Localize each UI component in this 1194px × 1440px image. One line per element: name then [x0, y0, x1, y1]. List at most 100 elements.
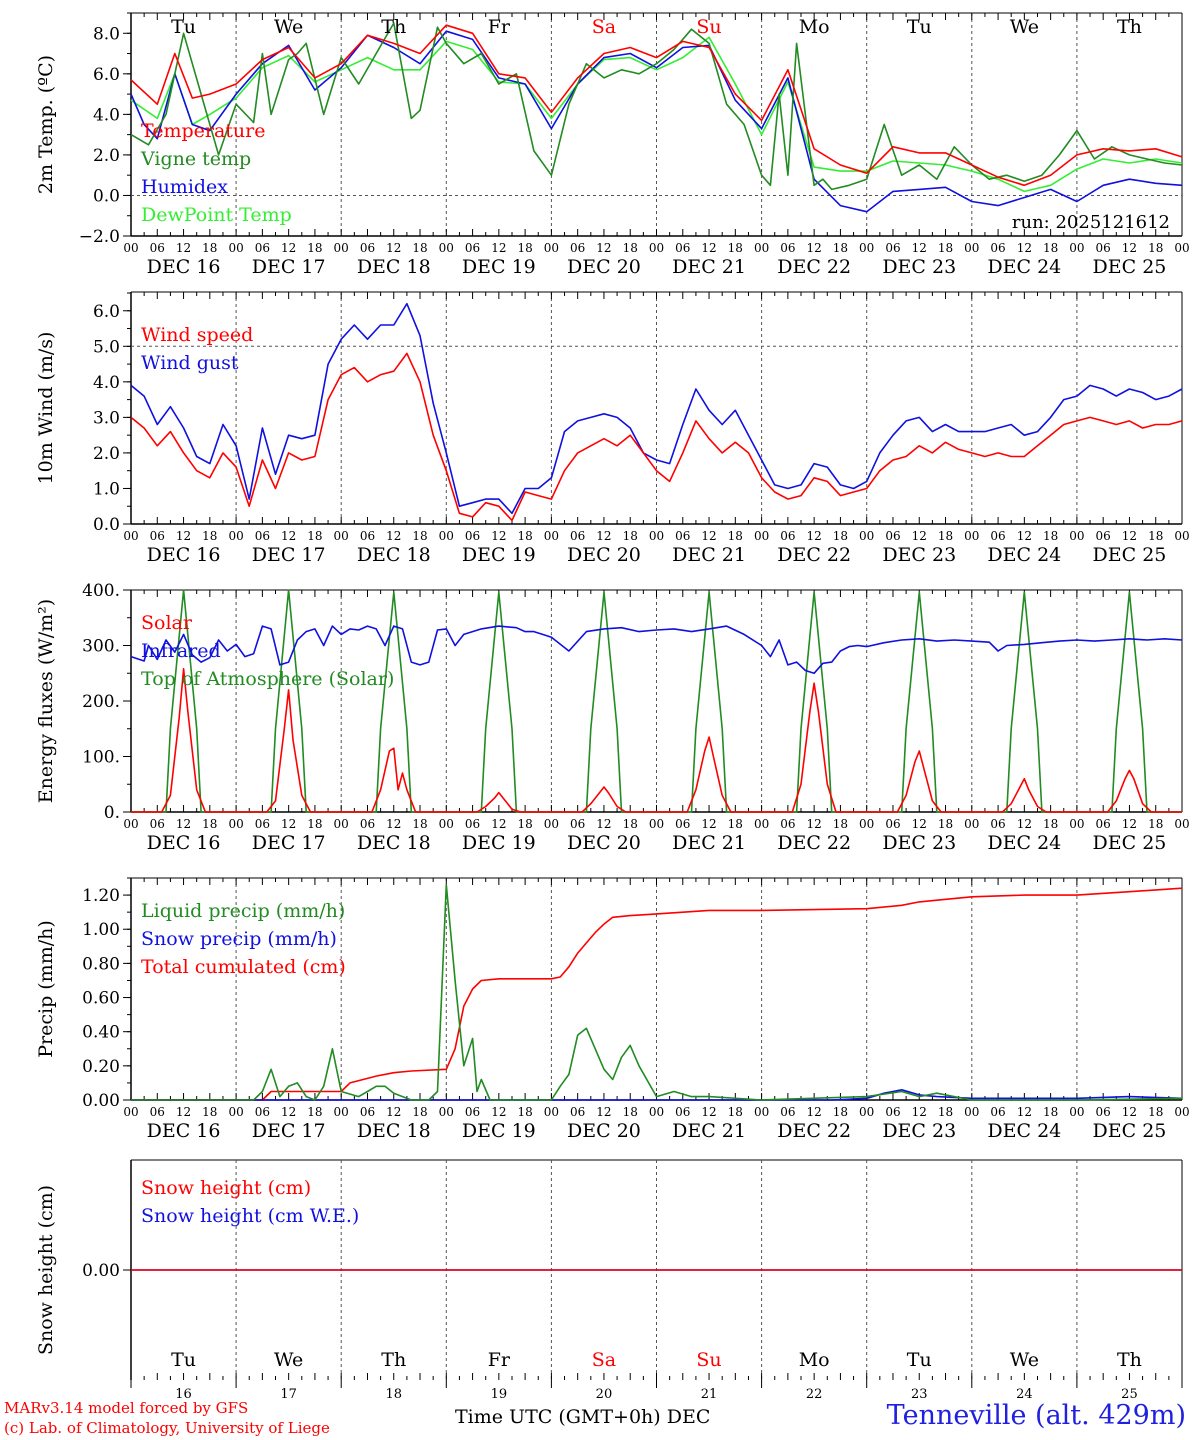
weekday-label-bottom: Th: [1117, 1349, 1142, 1371]
series-line-wind-gust: [130, 302, 1183, 515]
y-tick-label: 400.: [82, 581, 120, 601]
day-number-label: 16: [175, 1387, 192, 1402]
hour-tick-label: 18: [833, 817, 848, 831]
hour-tick-label: 00: [754, 529, 769, 543]
y-tick-label: 0.: [104, 803, 120, 823]
weekday-label-bottom: Mo: [799, 1349, 830, 1371]
y-tick-label: 0.20: [82, 1057, 120, 1077]
hour-tick-label: 00: [1069, 1105, 1084, 1119]
hour-tick-label: 18: [1043, 1105, 1058, 1119]
hour-tick-label: 12: [701, 241, 716, 255]
hour-tick-label: 00: [439, 817, 454, 831]
hour-tick-label: 12: [807, 241, 822, 255]
hour-tick-label: 00: [123, 241, 138, 255]
legend-entry: DewPoint Temp: [141, 204, 292, 226]
hour-tick-label: 18: [833, 1105, 848, 1119]
hour-tick-label: 12: [491, 241, 506, 255]
day-number-label: 23: [911, 1387, 928, 1402]
hour-tick-label: 18: [1148, 1105, 1163, 1119]
hour-tick-label: 18: [1043, 529, 1058, 543]
y-axis-label: Precip (mm/h): [35, 920, 57, 1058]
hour-tick-label: 18: [938, 529, 953, 543]
hour-tick-label: 00: [859, 529, 874, 543]
hour-tick-label: 00: [649, 529, 664, 543]
hour-tick-label: 18: [517, 817, 532, 831]
hour-tick-label: 06: [780, 529, 795, 543]
weekday-label-top: We: [1010, 16, 1039, 38]
date-label: DEC 25: [1093, 1120, 1167, 1142]
hour-tick-label: 06: [360, 529, 375, 543]
date-label: DEC 19: [462, 256, 536, 278]
hour-tick-label: 18: [728, 1105, 743, 1119]
hour-tick-label: 18: [517, 241, 532, 255]
hour-tick-label: 06: [1096, 241, 1111, 255]
date-label: DEC 18: [357, 1120, 431, 1142]
hour-tick-label: 00: [1174, 817, 1189, 831]
weekday-label-bottom: Su: [696, 1349, 721, 1371]
hour-tick-label: 00: [1174, 1105, 1189, 1119]
hour-tick-label: 00: [228, 241, 243, 255]
hour-tick-label: 18: [307, 529, 322, 543]
y-tick-label: 6.0: [93, 302, 120, 322]
date-label: DEC 22: [777, 1120, 851, 1142]
hour-tick-label: 06: [150, 241, 165, 255]
y-tick-label: −2.0: [79, 227, 120, 247]
panel-temperature: −2.0 0.0 2.0 4.0 6.0 8.0 2m Temp. (ºC) Temperat…: [35, 12, 1190, 278]
y-tick-label: 3.0: [93, 408, 120, 428]
legend-entry: Wind speed: [141, 324, 253, 346]
legend-entry: Total cumulated (cm): [141, 956, 346, 978]
hour-tick-label: 12: [912, 1105, 927, 1119]
hour-tick-label: 06: [570, 817, 585, 831]
y-tick-label: 0.40: [82, 1023, 120, 1043]
hour-tick-label: 06: [885, 1105, 900, 1119]
date-label: DEC 19: [462, 544, 536, 566]
date-label: DEC 16: [147, 832, 221, 854]
day-number-label: 17: [280, 1387, 297, 1402]
date-label: DEC 25: [1093, 832, 1167, 854]
date-label: DEC 24: [987, 832, 1061, 854]
hour-tick-label: 12: [1017, 817, 1032, 831]
hour-tick-label: 12: [912, 817, 927, 831]
series-line-wind-speed: [130, 352, 1183, 522]
hour-tick-label: 12: [701, 1105, 716, 1119]
hour-tick-label: 06: [780, 241, 795, 255]
weekday-label-top: Th: [1117, 16, 1142, 38]
date-label: DEC 21: [672, 1120, 746, 1142]
hour-tick-label: 18: [412, 241, 427, 255]
weekday-label-top: Fr: [488, 16, 511, 38]
hour-tick-label: 18: [202, 1105, 217, 1119]
hour-tick-label: 12: [176, 529, 191, 543]
hour-tick-label: 06: [360, 241, 375, 255]
hour-tick-label: 12: [386, 817, 401, 831]
hour-tick-label: 18: [1148, 241, 1163, 255]
y-tick-label: 8.0: [93, 24, 120, 44]
weekday-label-bottom: Sa: [592, 1349, 616, 1371]
hour-tick-label: 06: [255, 1105, 270, 1119]
y-axis-label: Energy fluxes (W/m²): [35, 599, 57, 803]
hour-tick-label: 12: [701, 817, 716, 831]
hour-tick-label: 00: [334, 1105, 349, 1119]
hour-tick-label: 06: [465, 1105, 480, 1119]
hour-tick-label: 18: [412, 1105, 427, 1119]
hour-tick-label: 06: [150, 1105, 165, 1119]
hour-tick-label: 12: [491, 1105, 506, 1119]
hour-tick-label: 00: [649, 1105, 664, 1119]
date-label: DEC 20: [567, 544, 641, 566]
date-label: DEC 24: [987, 544, 1061, 566]
y-tick-label: 0.80: [82, 954, 120, 974]
hour-tick-label: 00: [228, 817, 243, 831]
date-label: DEC 17: [252, 544, 326, 566]
date-label: DEC 19: [462, 1120, 536, 1142]
y-tick-label: 1.20: [82, 886, 120, 906]
hour-tick-label: 00: [544, 817, 559, 831]
weekday-label-top: Su: [696, 16, 721, 38]
y-tick-label: 100.: [82, 748, 120, 768]
date-label: DEC 17: [252, 1120, 326, 1142]
hour-tick-label: 06: [990, 241, 1005, 255]
legend-entry: Temperature: [141, 120, 265, 142]
hour-tick-label: 06: [1096, 1105, 1111, 1119]
hour-tick-label: 06: [465, 241, 480, 255]
panel-wind: 0.0 1.0 2.0 3.0 4.0 5.0 6.0 10m Wind (m/s) Wind …: [35, 291, 1190, 566]
hour-tick-label: 06: [255, 529, 270, 543]
date-label: DEC 18: [357, 544, 431, 566]
